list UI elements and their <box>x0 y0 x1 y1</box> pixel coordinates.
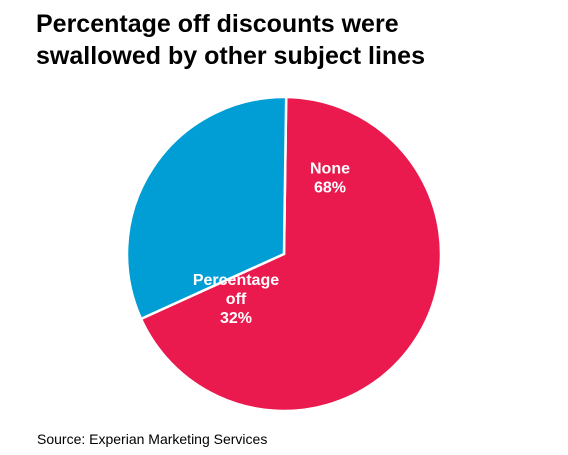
chart-title-line-2: swallowed by other subject lines <box>36 42 425 70</box>
chart-title-line-1: Percentage off discounts were <box>36 10 399 38</box>
chart-source: Source: Experian Marketing Services <box>37 431 268 447</box>
slice-label-percentage-off: Percentage off 32% <box>193 272 279 327</box>
pie-slices <box>125 95 443 413</box>
slice-category-label: off <box>226 291 247 308</box>
pie-slice-none <box>139 95 443 413</box>
slice-category-label: Percentage <box>193 272 279 289</box>
slice-value-label: 68% <box>314 180 346 197</box>
slice-category-label: None <box>310 161 350 178</box>
pie-slice-percentage-off <box>125 95 288 321</box>
chart-title: Percentage off discounts were swallowed … <box>36 8 556 72</box>
slice-label-none: None 68% <box>310 161 350 197</box>
slice-value-label: 32% <box>220 310 252 327</box>
